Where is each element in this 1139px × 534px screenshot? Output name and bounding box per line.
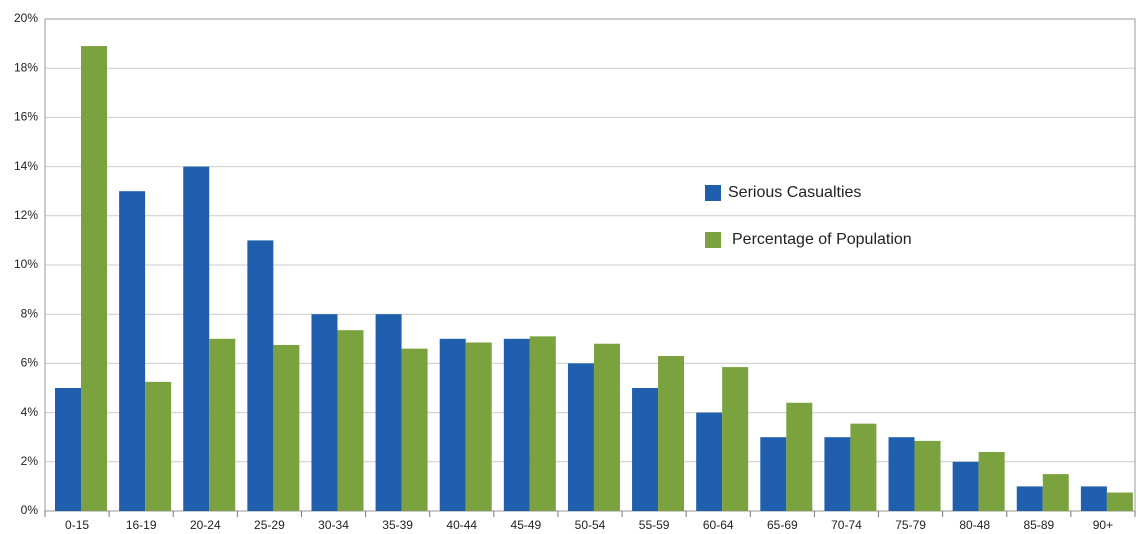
y-tick-label: 18% — [14, 60, 38, 74]
x-tick-label: 0-15 — [65, 518, 89, 532]
x-tick-label: 40-44 — [446, 518, 477, 532]
bar — [375, 314, 402, 511]
bar — [401, 348, 428, 511]
bar — [696, 412, 723, 511]
bar — [1106, 492, 1133, 511]
bar — [209, 338, 236, 511]
x-tick-label: 25-29 — [254, 518, 285, 532]
legend-label: Percentage of Population — [732, 231, 912, 248]
x-tick-label: 65-69 — [767, 518, 798, 532]
bar — [273, 344, 300, 511]
bar — [529, 336, 556, 511]
bar — [658, 356, 685, 511]
bar — [337, 330, 364, 511]
x-tick-label: 45-49 — [511, 518, 542, 532]
bar — [914, 440, 941, 511]
bar — [1042, 474, 1069, 511]
bar — [952, 461, 979, 511]
bar — [593, 343, 620, 511]
legend-swatch — [705, 185, 721, 201]
bar — [824, 437, 851, 511]
bar — [55, 388, 81, 511]
bar — [1080, 486, 1107, 511]
y-tick-label: 12% — [14, 208, 38, 222]
y-tick-label: 0% — [21, 503, 39, 517]
x-tick-label: 20-24 — [190, 518, 221, 532]
bar — [465, 342, 492, 511]
bar — [145, 381, 172, 511]
bar — [850, 423, 877, 511]
y-tick-label: 4% — [21, 405, 39, 419]
bar — [632, 388, 659, 511]
x-tick-label: 90+ — [1093, 518, 1113, 532]
y-tick-label: 14% — [14, 159, 38, 173]
x-tick-label: 50-54 — [575, 518, 606, 532]
bar — [786, 402, 813, 511]
x-tick-label: 85-89 — [1023, 518, 1054, 532]
bar — [81, 46, 107, 512]
bar — [978, 451, 1005, 511]
x-tick-label: 70-74 — [831, 518, 862, 532]
y-tick-label: 6% — [21, 356, 39, 370]
bar — [888, 437, 915, 511]
x-tick-label: 35-39 — [382, 518, 413, 532]
legend-swatch — [705, 232, 721, 248]
bar — [311, 314, 338, 511]
bar — [247, 240, 274, 511]
y-tick-label: 2% — [21, 454, 39, 468]
legend-label: Serious Casualties — [728, 184, 861, 201]
bar — [119, 191, 146, 511]
x-tick-label: 16-19 — [126, 518, 157, 532]
y-tick-label: 16% — [14, 110, 38, 124]
bar — [760, 437, 787, 511]
x-tick-label: 55-59 — [639, 518, 670, 532]
y-tick-label: 20% — [14, 11, 38, 25]
bar — [183, 166, 210, 511]
y-tick-label: 10% — [14, 257, 38, 271]
bar — [503, 338, 530, 511]
bar — [722, 367, 749, 511]
x-tick-label: 80-48 — [959, 518, 990, 532]
bar — [439, 338, 466, 511]
x-tick-label: 75-79 — [895, 518, 926, 532]
x-tick-label: 30-34 — [318, 518, 349, 532]
bar — [1016, 486, 1043, 511]
y-tick-label: 8% — [21, 306, 39, 320]
x-tick-label: 60-64 — [703, 518, 734, 532]
bar — [567, 363, 594, 511]
